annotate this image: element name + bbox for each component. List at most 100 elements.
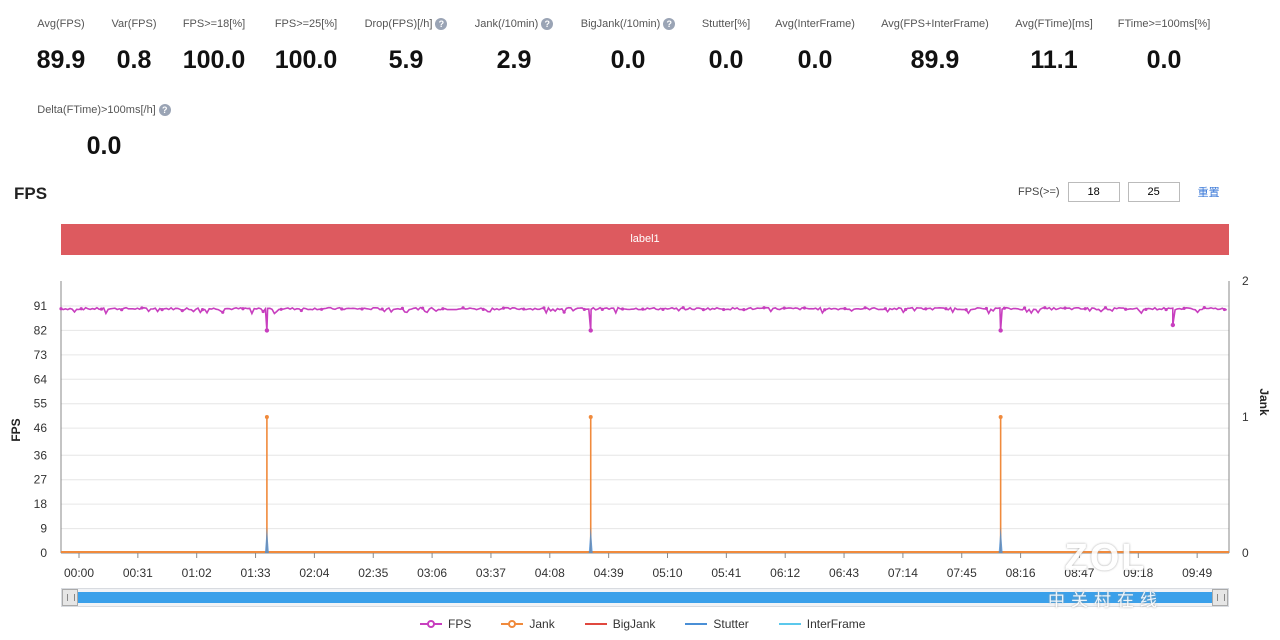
fps-point <box>924 307 928 311</box>
y-tick-label: 9 <box>40 522 47 536</box>
fps-point <box>261 309 265 314</box>
question-circle-icon[interactable]: ? <box>435 18 448 30</box>
fps-point <box>200 308 205 312</box>
y-tick-label: 0 <box>40 546 47 560</box>
x-tick-label: 01:33 <box>241 566 271 580</box>
fps-point <box>722 307 726 312</box>
metric-value: 89.9 <box>36 46 86 74</box>
legend-label: FPS <box>448 617 472 631</box>
fps-point <box>522 307 526 311</box>
x-tick-label: 06:43 <box>829 566 859 580</box>
legend-item-interframe[interactable]: InterFrame <box>778 617 865 631</box>
metric-value: 0.0 <box>1146 46 1182 74</box>
y2-tick-label: 1 <box>1242 410 1249 424</box>
slider-range-fill[interactable] <box>74 592 1216 603</box>
x-tick-label: 01:02 <box>182 566 212 580</box>
x-tick-label: 06:12 <box>770 566 800 580</box>
metric-label: Avg(FPS+InterFrame) <box>865 18 1005 30</box>
metric-value: 0.0 <box>610 46 646 74</box>
y-tick-label: 73 <box>34 348 48 362</box>
reset-link[interactable]: 重置 <box>1197 187 1220 199</box>
fps-point <box>279 307 283 311</box>
fps-point <box>1182 306 1186 311</box>
fps-point <box>600 307 604 311</box>
question-circle-icon[interactable]: ? <box>663 18 676 30</box>
metric-label-text: BigJank(/10min) <box>580 18 661 30</box>
metric-label: Delta(FTime)>100ms[/h]? <box>34 104 174 116</box>
metric-label: Avg(FPS) <box>0 18 131 30</box>
metric-label: BigJank(/10min)? <box>558 18 698 30</box>
fps-point <box>542 306 546 310</box>
y-tick-label: 91 <box>34 299 48 313</box>
x-tick-label: 08:47 <box>1064 566 1094 580</box>
legend-item-stutter[interactable]: Stutter <box>685 617 749 631</box>
fps-point <box>501 306 506 310</box>
legend-label: Jank <box>529 617 555 631</box>
fps-point <box>620 307 625 311</box>
metric-value: 100.0 <box>274 46 338 74</box>
threshold-low-input[interactable] <box>1067 182 1120 202</box>
fps-point <box>863 306 867 310</box>
fps-point <box>160 308 164 312</box>
metric-label-text: FPS>=18[%] <box>182 18 246 30</box>
metric-label-text: FPS>=25[%] <box>274 18 338 30</box>
metric-label: Avg(InterFrame) <box>745 18 885 30</box>
legend-swatch-icon <box>501 620 524 628</box>
fps-point <box>843 307 847 311</box>
x-tick-label: 04:08 <box>535 566 565 580</box>
metric-label-text: Avg(FPS+InterFrame) <box>881 18 989 30</box>
metric-3: FPS>=25[%] 100.0 <box>236 18 376 75</box>
watermark-subtext: 中关村在线 <box>1048 591 1163 610</box>
y2-tick-label: 2 <box>1242 274 1249 288</box>
slider-right-handle[interactable] <box>1212 589 1228 606</box>
fps-point <box>661 307 665 311</box>
metric-label-text: Avg(InterFrame) <box>775 18 855 30</box>
x-tick-label: 05:10 <box>652 566 682 580</box>
metric-label-text: Avg(FTime)[ms] <box>1015 18 1093 30</box>
metric-value: 0.0 <box>797 46 833 74</box>
x-tick-label: 00:31 <box>123 566 153 580</box>
metric-value: 0.0 <box>708 46 744 74</box>
fps-point <box>823 308 827 312</box>
fps-point <box>1144 307 1148 311</box>
time-range-slider[interactable] <box>61 588 1229 607</box>
metric-value: 89.9 <box>910 46 960 74</box>
legend-item-bigjank[interactable]: BigJank <box>584 617 655 631</box>
stutter-spike <box>264 527 269 553</box>
metric-label-text: Delta(FTime)>100ms[/h] <box>37 104 156 116</box>
stutter-spike <box>998 527 1003 553</box>
fps-point <box>340 307 344 311</box>
fps-point <box>79 307 83 311</box>
metric-label: Drop(FPS)[/h]? <box>336 18 476 30</box>
metric-label: FPS>=18[%] <box>144 18 284 30</box>
fps-point <box>762 306 766 310</box>
fps-point <box>1202 306 1206 310</box>
fps-point <box>701 307 706 312</box>
fps-point <box>241 307 245 311</box>
fps-point <box>380 307 384 311</box>
fps-point <box>641 307 645 311</box>
legend-item-jank[interactable]: Jank <box>501 617 555 631</box>
fps-dip-point <box>588 328 593 333</box>
question-circle-icon[interactable]: ? <box>541 18 554 30</box>
metric-value: 100.0 <box>182 46 246 74</box>
metric-label-text: Avg(FPS) <box>37 18 85 30</box>
metric-11: FTime>=100ms[%] 0.0 <box>1094 18 1234 75</box>
y2-axis-title: Jank <box>1257 388 1271 416</box>
x-tick-label: 02:04 <box>299 566 329 580</box>
metric-value: 0.0 <box>86 132 122 160</box>
y-tick-label: 18 <box>34 497 48 511</box>
metric-value: 11.1 <box>1030 46 1078 74</box>
fps-threshold-controls: FPS(>=) 重置 <box>1018 182 1220 202</box>
legend-item-fps[interactable]: FPS <box>420 617 471 631</box>
metric-8: Avg(InterFrame) 0.0 <box>745 18 885 75</box>
slider-left-handle[interactable] <box>62 589 78 606</box>
watermark-logo-text: ZOL <box>1064 537 1147 579</box>
fps-point <box>59 307 63 311</box>
fps-dip-point <box>1170 322 1176 328</box>
fps-point <box>360 307 364 311</box>
fps-point <box>421 306 425 310</box>
question-circle-icon[interactable]: ? <box>158 104 171 116</box>
threshold-high-input[interactable] <box>1127 182 1180 202</box>
